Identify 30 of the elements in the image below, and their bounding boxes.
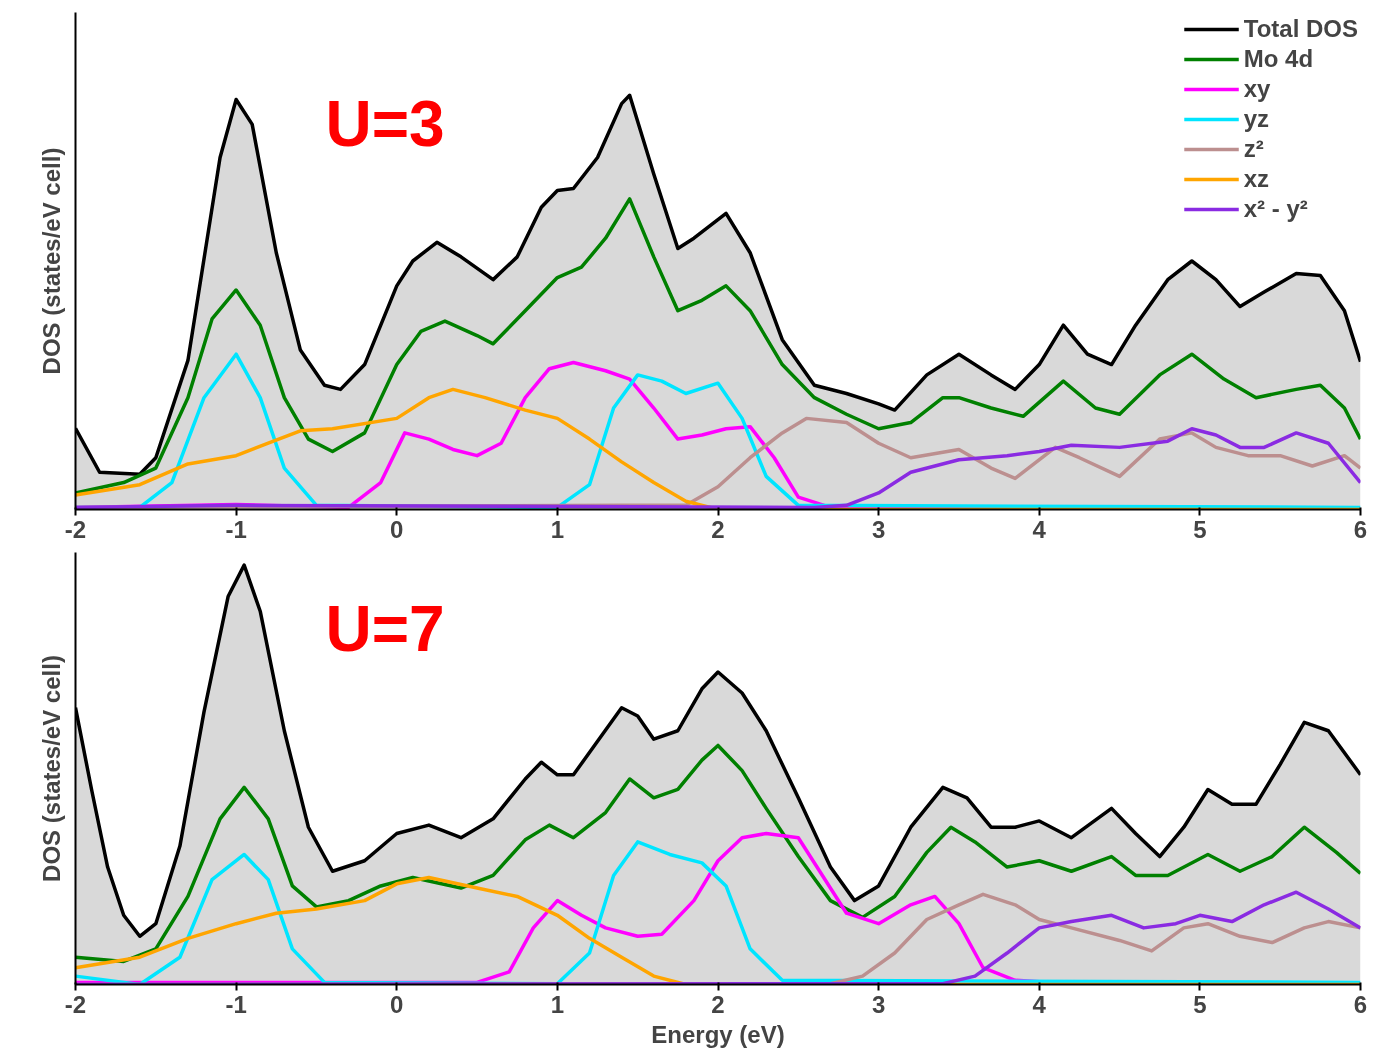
legend-label: Total DOS: [1243, 14, 1358, 44]
x-tick-label: -1: [225, 515, 247, 543]
x-tick-label: -1: [225, 990, 247, 1018]
x-tick-label: 2: [711, 515, 725, 543]
legend-label: yz: [1243, 104, 1270, 134]
x-tick-label: 3: [871, 515, 886, 543]
legend-label: x² - y²: [1243, 194, 1308, 224]
x-tick-label: 5: [1193, 990, 1207, 1018]
y-axis-title: DOS (states/eV cell): [37, 147, 65, 375]
legend-label: xy: [1243, 74, 1271, 104]
x-tick-label: 1: [550, 990, 565, 1018]
x-axis-title: Energy (eV): [651, 1020, 785, 1048]
x-tick-label: 2: [711, 990, 725, 1018]
x-tick-label: -2: [64, 990, 87, 1018]
x-tick-label: 6: [1353, 515, 1368, 543]
y-axis-title: DOS (states/eV cell): [37, 655, 65, 882]
x-tick-label: 6: [1353, 990, 1368, 1018]
x-tick-label: 1: [550, 515, 565, 543]
legend-label: xz: [1243, 164, 1270, 194]
annotation: U=3: [325, 87, 445, 160]
x-tick-label: 0: [390, 515, 404, 543]
annotation: U=7: [325, 592, 445, 665]
x-tick-label: 5: [1193, 515, 1207, 543]
x-tick-label: 3: [871, 990, 886, 1018]
x-tick-label: -2: [64, 515, 87, 543]
x-tick-label: 4: [1032, 515, 1047, 543]
legend-label: Mo 4d: [1243, 44, 1314, 74]
x-tick-label: 0: [390, 990, 404, 1018]
x-tick-label: 4: [1032, 990, 1047, 1018]
legend-label: z²: [1243, 134, 1264, 164]
